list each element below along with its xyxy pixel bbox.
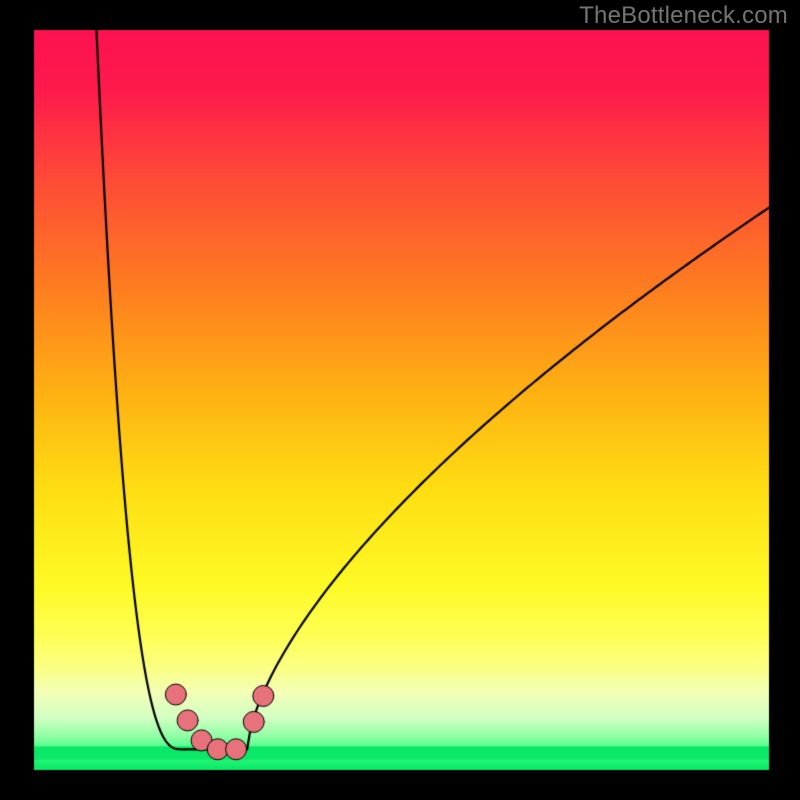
watermark-label: TheBottleneck.com <box>579 2 788 30</box>
chart-canvas-wrap <box>0 0 800 800</box>
bottleneck-chart-canvas <box>0 0 800 800</box>
